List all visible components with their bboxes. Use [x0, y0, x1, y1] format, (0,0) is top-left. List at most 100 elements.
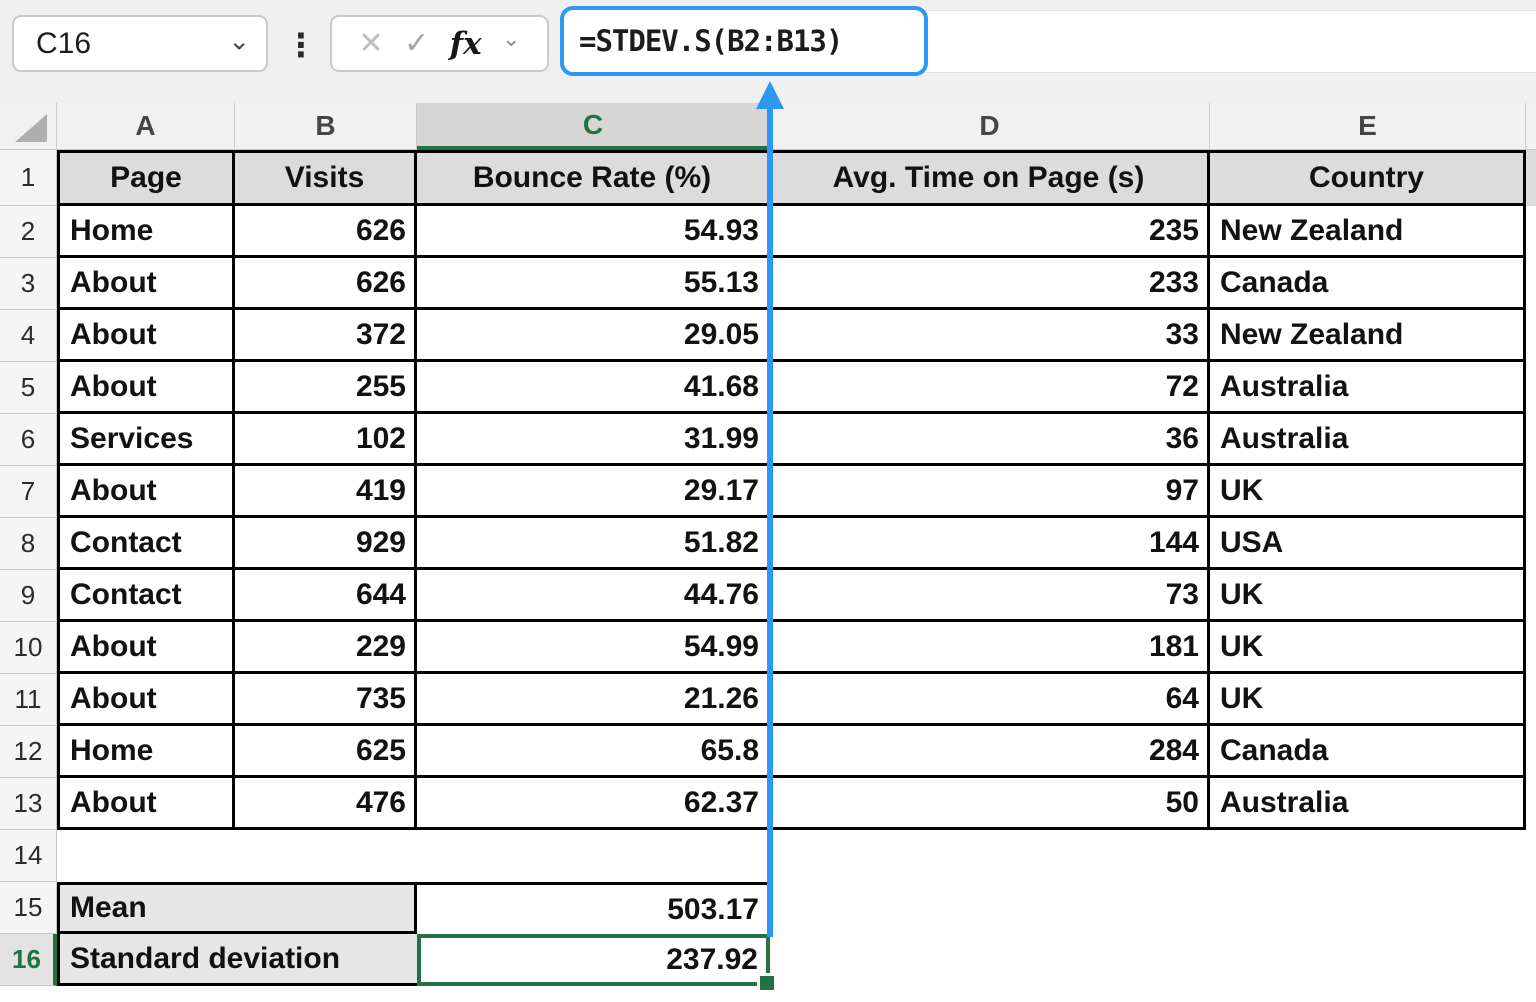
cell-C3[interactable]: 55.13	[417, 258, 770, 310]
column-header-C[interactable]: C	[417, 103, 770, 150]
cell-D4[interactable]: 33	[770, 310, 1210, 362]
cell-E3[interactable]: Canada	[1210, 258, 1526, 310]
cell-D13[interactable]: 50	[770, 778, 1210, 830]
cell-C6[interactable]: 31.99	[417, 414, 770, 466]
row-header-16[interactable]: 16	[0, 934, 57, 986]
cell-E6[interactable]: Australia	[1210, 414, 1526, 466]
cell-D12[interactable]: 284	[770, 726, 1210, 778]
cell-C15-mean-value[interactable]: 503.17	[417, 882, 770, 934]
cell-C16-selected-stdev-value[interactable]: 237.92	[417, 934, 777, 993]
cell-B11[interactable]: 735	[235, 674, 417, 726]
cell-B10[interactable]: 229	[235, 622, 417, 674]
cell-A15-merged-mean-label[interactable]: Mean	[57, 882, 417, 934]
cell-B7[interactable]: 419	[235, 466, 417, 518]
cell-D3[interactable]: 233	[770, 258, 1210, 310]
row-header-11[interactable]: 11	[0, 674, 57, 726]
row-header-15[interactable]: 15	[0, 882, 57, 934]
cell-A7[interactable]: About	[57, 466, 235, 518]
cell-A13[interactable]: About	[57, 778, 235, 830]
cell-B2[interactable]: 626	[235, 206, 417, 258]
row-header-10[interactable]: 10	[0, 622, 57, 674]
column-header-D[interactable]: D	[770, 103, 1210, 150]
cell-E2[interactable]: New Zealand	[1210, 206, 1526, 258]
cell-C5[interactable]: 41.68	[417, 362, 770, 414]
cell-B3[interactable]: 626	[235, 258, 417, 310]
cell-A1[interactable]: Page	[57, 150, 235, 206]
cell-C10[interactable]: 54.99	[417, 622, 770, 674]
cell-D2[interactable]: 235	[770, 206, 1210, 258]
cell-A9[interactable]: Contact	[57, 570, 235, 622]
cell-D1[interactable]: Avg. Time on Page (s)	[770, 150, 1210, 206]
row-header-2[interactable]: 2	[0, 206, 57, 258]
fx-chevron-down-icon[interactable]: ⌄	[502, 27, 521, 52]
row-header-13[interactable]: 13	[0, 778, 57, 830]
cell-B8[interactable]: 929	[235, 518, 417, 570]
cell-C2[interactable]: 54.93	[417, 206, 770, 258]
row-header-4[interactable]: 4	[0, 310, 57, 362]
cell-A2[interactable]: Home	[57, 206, 235, 258]
row-header-14[interactable]: 14	[0, 830, 57, 882]
cell-E8[interactable]: USA	[1210, 518, 1526, 570]
cell-B5[interactable]: 255	[235, 362, 417, 414]
cell-E12[interactable]: Canada	[1210, 726, 1526, 778]
cell-E7[interactable]: UK	[1210, 466, 1526, 518]
cell-B9[interactable]: 644	[235, 570, 417, 622]
cell-E10[interactable]: UK	[1210, 622, 1526, 674]
row-header-9[interactable]: 9	[0, 570, 57, 622]
cell-D11[interactable]: 64	[770, 674, 1210, 726]
cell-C1[interactable]: Bounce Rate (%)	[417, 150, 770, 206]
cell-D6[interactable]: 36	[770, 414, 1210, 466]
cell-A6[interactable]: Services	[57, 414, 235, 466]
cell-C13[interactable]: 62.37	[417, 778, 770, 830]
cell-C12[interactable]: 65.8	[417, 726, 770, 778]
cell-D8[interactable]: 144	[770, 518, 1210, 570]
cell-D7[interactable]: 97	[770, 466, 1210, 518]
cell-D9[interactable]: 73	[770, 570, 1210, 622]
row-header-5[interactable]: 5	[0, 362, 57, 414]
cell-A5[interactable]: About	[57, 362, 235, 414]
row-header-7[interactable]: 7	[0, 466, 57, 518]
cell-B12[interactable]: 625	[235, 726, 417, 778]
cell-E13[interactable]: Australia	[1210, 778, 1526, 830]
cell-E11[interactable]: UK	[1210, 674, 1526, 726]
cancel-icon[interactable]: ✕	[358, 26, 384, 61]
cell-B1[interactable]: Visits	[235, 150, 417, 206]
cell-B6[interactable]: 102	[235, 414, 417, 466]
cell-A3[interactable]: About	[57, 258, 235, 310]
cell-C4[interactable]: 29.05	[417, 310, 770, 362]
enter-icon[interactable]: ✓	[404, 26, 430, 61]
cell-A16-merged-stdev-label[interactable]: Standard deviation	[57, 934, 417, 986]
cell-A4[interactable]: About	[57, 310, 235, 362]
cell-A8[interactable]: Contact	[57, 518, 235, 570]
row-header-1[interactable]: 1	[0, 150, 57, 206]
cell-E5[interactable]: Australia	[1210, 362, 1526, 414]
cell-C9[interactable]: 44.76	[417, 570, 770, 622]
cell-C11[interactable]: 21.26	[417, 674, 770, 726]
cell-D5[interactable]: 72	[770, 362, 1210, 414]
insert-function-fx-icon[interactable]: fx	[449, 25, 482, 62]
column-header-A[interactable]: A	[57, 103, 235, 150]
cell-B13[interactable]: 476	[235, 778, 417, 830]
cell-E4[interactable]: New Zealand	[1210, 310, 1526, 362]
row-header-12[interactable]: 12	[0, 726, 57, 778]
row-header-6[interactable]: 6	[0, 414, 57, 466]
column-header-strip-edge	[1526, 103, 1536, 150]
cell-A12[interactable]: Home	[57, 726, 235, 778]
cell-A11[interactable]: About	[57, 674, 235, 726]
row-header-8[interactable]: 8	[0, 518, 57, 570]
column-header-B[interactable]: B	[235, 103, 417, 150]
cell-A10[interactable]: About	[57, 622, 235, 674]
name-box-chevron-down-icon[interactable]: ⌄	[228, 26, 250, 57]
name-box[interactable]: C16 ⌄	[12, 15, 268, 72]
select-all-button[interactable]	[0, 103, 57, 150]
cell-C7[interactable]: 29.17	[417, 466, 770, 518]
cell-B4[interactable]: 372	[235, 310, 417, 362]
cell-D10[interactable]: 181	[770, 622, 1210, 674]
column-header-E[interactable]: E	[1210, 103, 1526, 150]
cell-C8[interactable]: 51.82	[417, 518, 770, 570]
row-header-3[interactable]: 3	[0, 258, 57, 310]
cell-E9[interactable]: UK	[1210, 570, 1526, 622]
cell-E1[interactable]: Country	[1210, 150, 1526, 206]
fill-handle[interactable]	[757, 973, 777, 993]
formula-highlight-box: =STDEV.S(B2:B13)	[560, 6, 928, 76]
